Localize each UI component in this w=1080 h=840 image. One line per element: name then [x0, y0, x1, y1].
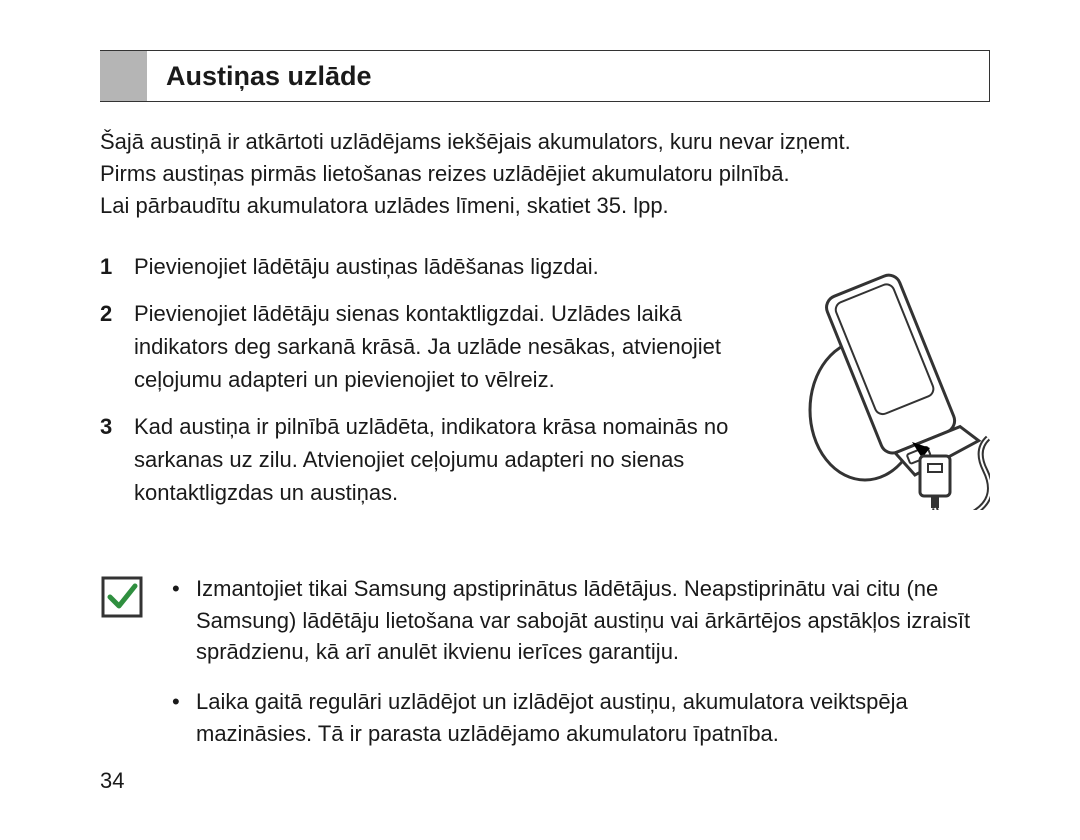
- intro-line: Šajā austiņā ir atkārtoti uzlādējams iek…: [100, 126, 990, 158]
- step-number: 1: [100, 250, 134, 283]
- title-gray-tab: [100, 51, 148, 101]
- step-item: 1 Pievienojiet lādētāju austiņas lādēšan…: [100, 250, 750, 283]
- check-note-icon: [100, 573, 148, 768]
- note-item: • Laika gaitā regulāri uzlādējot un izlā…: [172, 686, 990, 750]
- step-item: 2 Pievienojiet lādētāju sienas kontaktli…: [100, 297, 750, 396]
- step-text: Pievienojiet lādētāju austiņas lādēšanas…: [134, 250, 750, 283]
- step-text: Kad austiņa ir pilnībā uzlādēta, indikat…: [134, 410, 750, 509]
- bullet: •: [172, 686, 196, 750]
- step-number: 2: [100, 297, 134, 396]
- note-item: • Izmantojiet tikai Samsung apstiprinātu…: [172, 573, 990, 669]
- note-text: Laika gaitā regulāri uzlādējot un izlādē…: [196, 686, 990, 750]
- intro-line: Pirms austiņas pirmās lietošanas reizes …: [100, 158, 990, 190]
- note-text: Izmantojiet tikai Samsung apstiprinātus …: [196, 573, 990, 669]
- page-number: 34: [100, 768, 124, 794]
- steps-list: 1 Pievienojiet lādētāju austiņas lādēšan…: [100, 250, 750, 523]
- intro-paragraph: Šajā austiņā ir atkārtoti uzlādējams iek…: [100, 126, 990, 222]
- bullet: •: [172, 573, 196, 669]
- intro-line: Lai pārbaudītu akumulatora uzlādes līmen…: [100, 190, 990, 222]
- note-list: • Izmantojiet tikai Samsung apstiprinātu…: [172, 573, 990, 768]
- step-item: 3 Kad austiņa ir pilnībā uzlādēta, indik…: [100, 410, 750, 509]
- headset-charging-illustration: [770, 250, 990, 523]
- section-title-bar: Austiņas uzlāde: [100, 50, 990, 102]
- step-number: 3: [100, 410, 134, 509]
- note-block: • Izmantojiet tikai Samsung apstiprinātu…: [100, 573, 990, 768]
- step-text: Pievienojiet lādētāju sienas kontaktligz…: [134, 297, 750, 396]
- section-title: Austiņas uzlāde: [148, 51, 989, 101]
